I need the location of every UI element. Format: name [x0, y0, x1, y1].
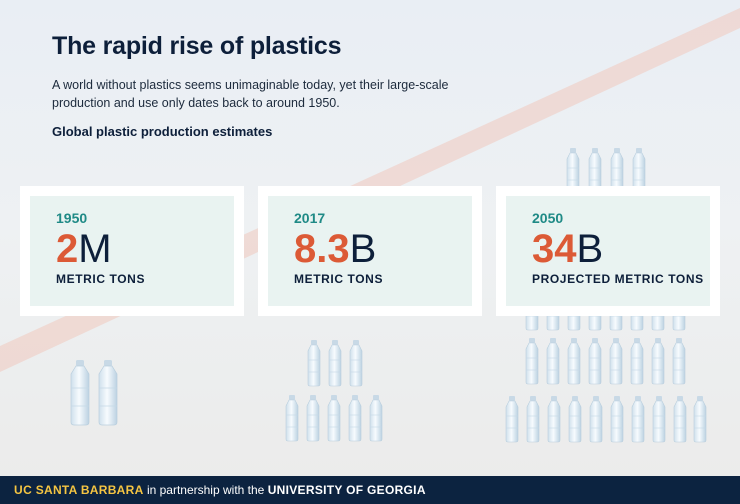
- footer-bar: UC SANTA BARBARA in partnership with the…: [0, 476, 740, 504]
- stat-value: 8.3B: [294, 228, 472, 270]
- footer-uga-name: UNIVERSITY OF GEORGIA: [267, 483, 426, 497]
- stat-card-2050: 2050 34B PROJECTED METRIC TONS: [496, 186, 720, 316]
- stat-year: 2050: [532, 210, 564, 226]
- stat-unit: B: [576, 227, 604, 271]
- intro-text: A world without plastics seems unimagina…: [52, 78, 449, 110]
- footer-uc-logo: UC: [14, 483, 33, 497]
- stat-value: 34B: [532, 228, 710, 270]
- stat-year: 2017: [294, 210, 326, 226]
- stat-card-panel: 1950 2M METRIC TONS: [30, 196, 234, 306]
- stat-value: 2M: [56, 228, 234, 270]
- stat-number: 8.3: [294, 227, 350, 271]
- stat-label: METRIC TONS: [56, 272, 146, 286]
- stat-unit: M: [78, 227, 112, 271]
- stat-card-2017: 2017 8.3B METRIC TONS: [258, 186, 482, 316]
- page-title: The rapid rise of plastics: [52, 32, 342, 60]
- stat-label: METRIC TONS: [294, 272, 384, 286]
- stat-year: 1950: [56, 210, 88, 226]
- stat-number: 2: [56, 227, 79, 271]
- stat-card-panel: 2017 8.3B METRIC TONS: [268, 196, 472, 306]
- section-subheading: Global plastic production estimates: [52, 124, 273, 139]
- stat-label: PROJECTED METRIC TONS: [532, 272, 704, 286]
- stat-unit: B: [349, 227, 377, 271]
- footer-santa-barbara: SANTA BARBARA: [35, 483, 144, 497]
- stat-card-panel: 2050 34B PROJECTED METRIC TONS: [506, 196, 710, 306]
- stat-number: 34: [532, 227, 577, 271]
- stat-card-1950: 1950 2M METRIC TONS: [20, 186, 244, 316]
- footer-partnership-text: in partnership with the: [146, 483, 265, 497]
